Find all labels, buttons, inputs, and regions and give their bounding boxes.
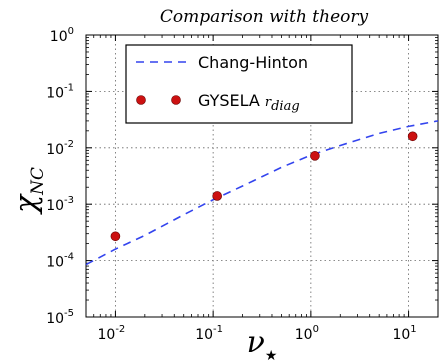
gysela-data-point	[110, 231, 121, 242]
legend-box	[125, 44, 353, 124]
x-tick-label: 10-1	[195, 324, 223, 343]
x-tick-base: 10	[295, 327, 313, 343]
legend-marker-2	[171, 95, 181, 105]
y-tick-label: 10-2	[46, 139, 74, 158]
x-tick-label: 100	[295, 324, 319, 343]
series	[85, 120, 439, 266]
x-axis-label-sub: ★	[265, 348, 278, 362]
legend-label-chang-hinton: Chang-Hinton	[198, 53, 308, 72]
y-tick-exponent: -2	[64, 139, 74, 150]
y-tick-exponent: -5	[64, 308, 74, 319]
y-tick-label: 10-3	[46, 195, 74, 214]
y-axis-label: χNC	[9, 167, 48, 215]
chang-hinton-curve	[85, 120, 439, 266]
x-tick-label: 10-2	[98, 324, 126, 343]
x-axis-label-base: ν	[247, 325, 265, 360]
x-tick-base: 10	[392, 327, 410, 343]
y-tick-label: 100	[50, 26, 74, 45]
y-tick-exponent: -1	[64, 82, 74, 93]
x-tick-exponent: -1	[213, 324, 223, 335]
legend-marker-1	[136, 95, 146, 105]
y-tick-base: 10	[46, 142, 64, 158]
legend: Chang-Hinton GYSELA rdiag	[125, 44, 353, 124]
legend-gysela-sub-diag: diag	[271, 99, 300, 114]
x-tick-label: 101	[392, 324, 416, 343]
x-tick-base: 10	[195, 327, 213, 343]
x-tick-exponent: -2	[115, 324, 125, 335]
y-tick-exponent: -3	[64, 195, 74, 206]
y-tick-base: 10	[46, 311, 64, 327]
grid	[86, 35, 438, 317]
legend-gysela-sub-r: r	[265, 95, 272, 110]
x-tick-base: 10	[98, 327, 116, 343]
gysela-data-point	[310, 151, 320, 161]
x-tick-exponent: 1	[410, 324, 416, 335]
gysela-data-point	[407, 131, 418, 142]
legend-label-gysela: GYSELA rdiag	[198, 91, 300, 114]
gysela-data-point	[212, 191, 222, 201]
y-tick-label: 10-4	[46, 252, 74, 271]
y-tick-exponent: 0	[68, 26, 74, 37]
y-tick-base: 10	[46, 255, 64, 271]
y-tick-base: 10	[50, 29, 68, 45]
y-axis-label-sub: NC	[28, 167, 48, 196]
y-axis-label-base: χ	[9, 193, 44, 215]
y-tick-label: 10-1	[46, 82, 74, 101]
chart-title: Comparison with theory	[160, 7, 369, 27]
x-tick-exponent: 0	[313, 324, 319, 335]
y-tick-exponent: -4	[64, 252, 74, 263]
x-axis-label: ν★	[247, 325, 278, 362]
y-tick-base: 10	[46, 198, 64, 214]
legend-gysela-name: GYSELA	[198, 91, 260, 110]
y-tick-label: 10-5	[46, 308, 74, 327]
plot-frame	[85, 34, 439, 318]
y-tick-base: 10	[46, 85, 64, 101]
